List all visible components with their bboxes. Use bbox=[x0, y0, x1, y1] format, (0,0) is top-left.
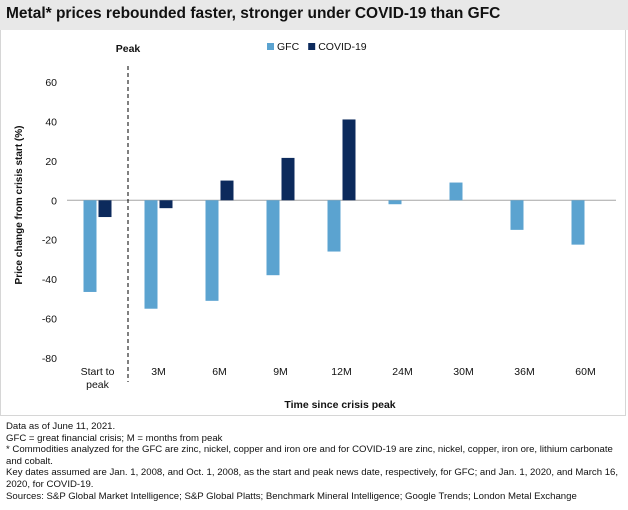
bar-gfc-start-to-peak bbox=[83, 200, 97, 292]
legend-swatch-covid bbox=[308, 43, 316, 50]
y-tick-label: -20 bbox=[42, 235, 57, 247]
bar-gfc-36m bbox=[510, 200, 524, 230]
x-axis-title: Time since crisis peak bbox=[284, 399, 395, 411]
bar-gfc-9m bbox=[266, 200, 280, 276]
legend-swatch-gfc bbox=[267, 43, 274, 50]
note-date: Data as of June 11, 2021. bbox=[6, 421, 116, 432]
bar-gfc-60m bbox=[571, 200, 585, 245]
bar-covid-start-to-peak bbox=[98, 200, 112, 218]
title-bar: Metal* prices rebounded faster, stronger… bbox=[0, 0, 628, 30]
legend-label-covid: COVID-19 bbox=[318, 41, 367, 53]
bar-gfc-30m bbox=[449, 182, 463, 201]
y-tick-label: -60 bbox=[42, 314, 57, 326]
note-sources: Sources: S&P Global Market Intelligence;… bbox=[6, 490, 577, 502]
x-tick-label: 6M bbox=[212, 366, 227, 378]
peak-annotation: Peak bbox=[116, 43, 141, 55]
bar-covid-6m bbox=[220, 180, 234, 201]
legend-label-gfc: GFC bbox=[277, 41, 300, 53]
x-tick-label: 30M bbox=[453, 366, 473, 378]
bar-covid-12m bbox=[342, 119, 356, 201]
y-axis-title: Price change from crisis start (%) bbox=[14, 126, 25, 285]
bar-gfc-12m bbox=[327, 200, 341, 252]
chart-title: Metal* prices rebounded faster, stronger… bbox=[6, 5, 501, 22]
bar-covid-9m bbox=[281, 157, 295, 201]
x-tick-label: 3M bbox=[151, 366, 166, 378]
bar-gfc-24m bbox=[388, 200, 402, 205]
y-tick-label: 20 bbox=[45, 156, 57, 168]
y-tick-label: 0 bbox=[51, 195, 57, 207]
y-tick-label: -40 bbox=[42, 274, 57, 286]
bar-chart: 60 40 20 0 -20 -40 -60 -80 Price change from cri… bbox=[14, 41, 616, 411]
note-key-dates: Key dates assumed are Jan. 1, 2008, and … bbox=[6, 467, 619, 490]
x-tick-label: 9M bbox=[273, 366, 288, 378]
x-tick-label: 60M bbox=[575, 366, 595, 378]
note-abbreviations: GFC = great financial crisis; M = months… bbox=[6, 432, 223, 444]
bar-gfc-3m bbox=[144, 200, 158, 309]
x-tick-label: 12M bbox=[331, 366, 351, 378]
footnotes: Data as of June 11, 2021. GFC = great fi… bbox=[6, 421, 622, 502]
x-tick-label: Start to bbox=[81, 366, 115, 378]
y-tick-label: 60 bbox=[45, 77, 57, 89]
note-commodities: * Commodities analyzed for the GFC are z… bbox=[6, 444, 613, 467]
y-tick-label: -80 bbox=[42, 353, 57, 365]
x-tick-label: 36M bbox=[514, 366, 534, 378]
x-tick-label: peak bbox=[86, 379, 110, 391]
y-tick-label: 40 bbox=[45, 116, 57, 128]
bar-gfc-6m bbox=[205, 200, 219, 301]
chart-frame bbox=[0, 30, 626, 416]
bar-covid-3m bbox=[159, 200, 173, 209]
x-tick-label: 24M bbox=[392, 366, 412, 378]
